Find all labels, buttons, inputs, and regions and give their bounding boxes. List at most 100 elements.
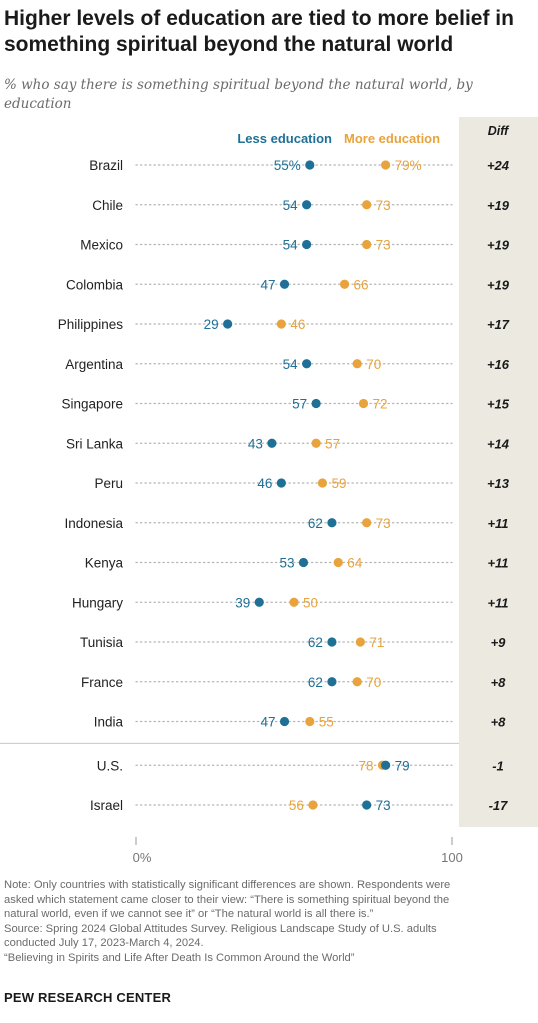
- less-education-value-label: 62: [308, 635, 323, 650]
- less-education-value-label: 54: [283, 238, 299, 253]
- less-education-value-label: 47: [260, 277, 275, 292]
- more-education-value-label: 59: [331, 476, 346, 491]
- more-education-value-label: 50: [303, 595, 318, 610]
- less-education-value-label: 29: [204, 317, 219, 332]
- more-education-value-label: 73: [376, 516, 391, 531]
- less-education-dot: [254, 597, 264, 607]
- diff-value: +8: [491, 715, 507, 730]
- diff-value: +11: [487, 595, 508, 610]
- more-education-value-label: 71: [369, 635, 384, 650]
- diff-value: +13: [487, 476, 510, 491]
- less-education-dot: [302, 200, 312, 210]
- less-education-value-label: 39: [235, 595, 250, 610]
- country-label: Colombia: [66, 277, 124, 292]
- more-education-dot: [358, 398, 369, 409]
- diff-value: -17: [489, 798, 509, 813]
- country-label: Philippines: [58, 317, 124, 332]
- less-education-dot: [298, 557, 309, 568]
- country-label: France: [81, 675, 123, 690]
- less-education-dot: [327, 518, 337, 528]
- country-label: India: [94, 715, 124, 730]
- note-line: asked which statement came closer to the…: [4, 893, 450, 906]
- legend-less-education: Less education: [237, 131, 332, 146]
- more-education-value-label: 66: [354, 277, 369, 292]
- country-label: Singapore: [61, 397, 123, 412]
- more-education-dot: [333, 557, 343, 568]
- country-label: U.S.: [97, 758, 123, 773]
- country-label: Brazil: [89, 158, 123, 173]
- country-label: Israel: [90, 798, 123, 813]
- country-label: Mexico: [80, 238, 123, 253]
- country-label: Tunisia: [80, 635, 124, 650]
- diff-value: -1: [492, 758, 504, 773]
- more-education-dot: [362, 239, 372, 250]
- country-label: Argentina: [65, 357, 123, 372]
- diff-header: Diff: [488, 124, 510, 138]
- diff-value: +19: [487, 238, 510, 253]
- more-education-value-label: 73: [376, 198, 391, 213]
- more-education-dot: [362, 518, 372, 528]
- diff-value: +9: [491, 635, 507, 650]
- source-organization: PEW RESEARCH CENTER: [4, 990, 172, 1005]
- less-education-dot: [279, 716, 290, 727]
- diff-value: +17: [487, 317, 510, 332]
- less-education-value-label: 62: [308, 516, 323, 531]
- less-education-value-label: 43: [248, 436, 263, 451]
- diff-value: +11: [487, 556, 508, 571]
- country-label: Sri Lanka: [66, 436, 124, 451]
- country-label: Hungary: [72, 595, 123, 610]
- diff-value: +14: [487, 436, 510, 451]
- more-education-dot: [276, 319, 286, 329]
- less-education-value-label: 54: [283, 198, 299, 213]
- less-education-value-label: 57: [292, 397, 307, 412]
- more-education-value-label: 46: [290, 317, 305, 332]
- less-education-value-label: 54: [283, 357, 299, 372]
- dot-chart: Diff Less education More education Brazil 55…: [0, 117, 538, 865]
- country-label: Peru: [94, 476, 123, 491]
- legend-more-education: More education: [344, 131, 440, 146]
- less-education-dot: [276, 478, 286, 488]
- less-education-dot: [381, 760, 391, 770]
- less-education-dot: [327, 677, 337, 687]
- more-education-dot: [308, 800, 318, 810]
- less-education-dot: [302, 359, 312, 369]
- diff-column-background: [459, 117, 538, 827]
- note-line: Note: Only countries with statistically …: [4, 879, 451, 891]
- more-education-value-label: 70: [366, 357, 381, 372]
- diff-value: +19: [487, 277, 510, 292]
- diff-value: +11: [487, 516, 508, 531]
- diff-value: +24: [487, 158, 510, 173]
- more-education-dot: [355, 637, 365, 647]
- more-education-dot: [289, 597, 299, 607]
- diff-value: +8: [491, 675, 507, 690]
- note-line: natural world, even if we cannot see it”…: [4, 908, 374, 921]
- more-education-value-label: 70: [366, 675, 381, 690]
- x-tick-label: 100: [441, 850, 463, 865]
- less-education-dot: [327, 637, 337, 647]
- more-education-dot: [352, 359, 362, 369]
- less-education-dot: [223, 319, 233, 329]
- less-education-dot: [302, 239, 312, 250]
- more-education-value-label: 78: [358, 758, 373, 773]
- notes-block: Note: Only countries with statistically …: [4, 878, 536, 966]
- diff-value: +15: [487, 397, 510, 412]
- more-education-value-label: 72: [373, 397, 388, 412]
- x-tick-label: 0%: [133, 850, 152, 865]
- less-education-value-label: 79: [395, 758, 410, 773]
- less-education-value-label: 73: [376, 798, 391, 813]
- more-education-dot: [305, 716, 315, 727]
- country-label: Chile: [92, 198, 123, 213]
- less-education-dot: [311, 398, 321, 409]
- less-education-value-label: 47: [260, 715, 275, 730]
- more-education-value-label: 56: [289, 798, 304, 813]
- more-education-value-label: 55: [319, 715, 334, 730]
- less-education-value-label: 55%: [274, 158, 301, 173]
- source-line: conducted July 17, 2023-March 4, 2024.: [4, 937, 204, 950]
- diff-value: +16: [487, 357, 510, 372]
- more-education-dot: [317, 478, 328, 488]
- more-education-value-label: 73: [376, 238, 391, 253]
- more-education-value-label: 64: [347, 556, 363, 571]
- more-education-dot: [311, 438, 321, 448]
- more-education-dot: [339, 279, 350, 289]
- less-education-value-label: 62: [308, 675, 323, 690]
